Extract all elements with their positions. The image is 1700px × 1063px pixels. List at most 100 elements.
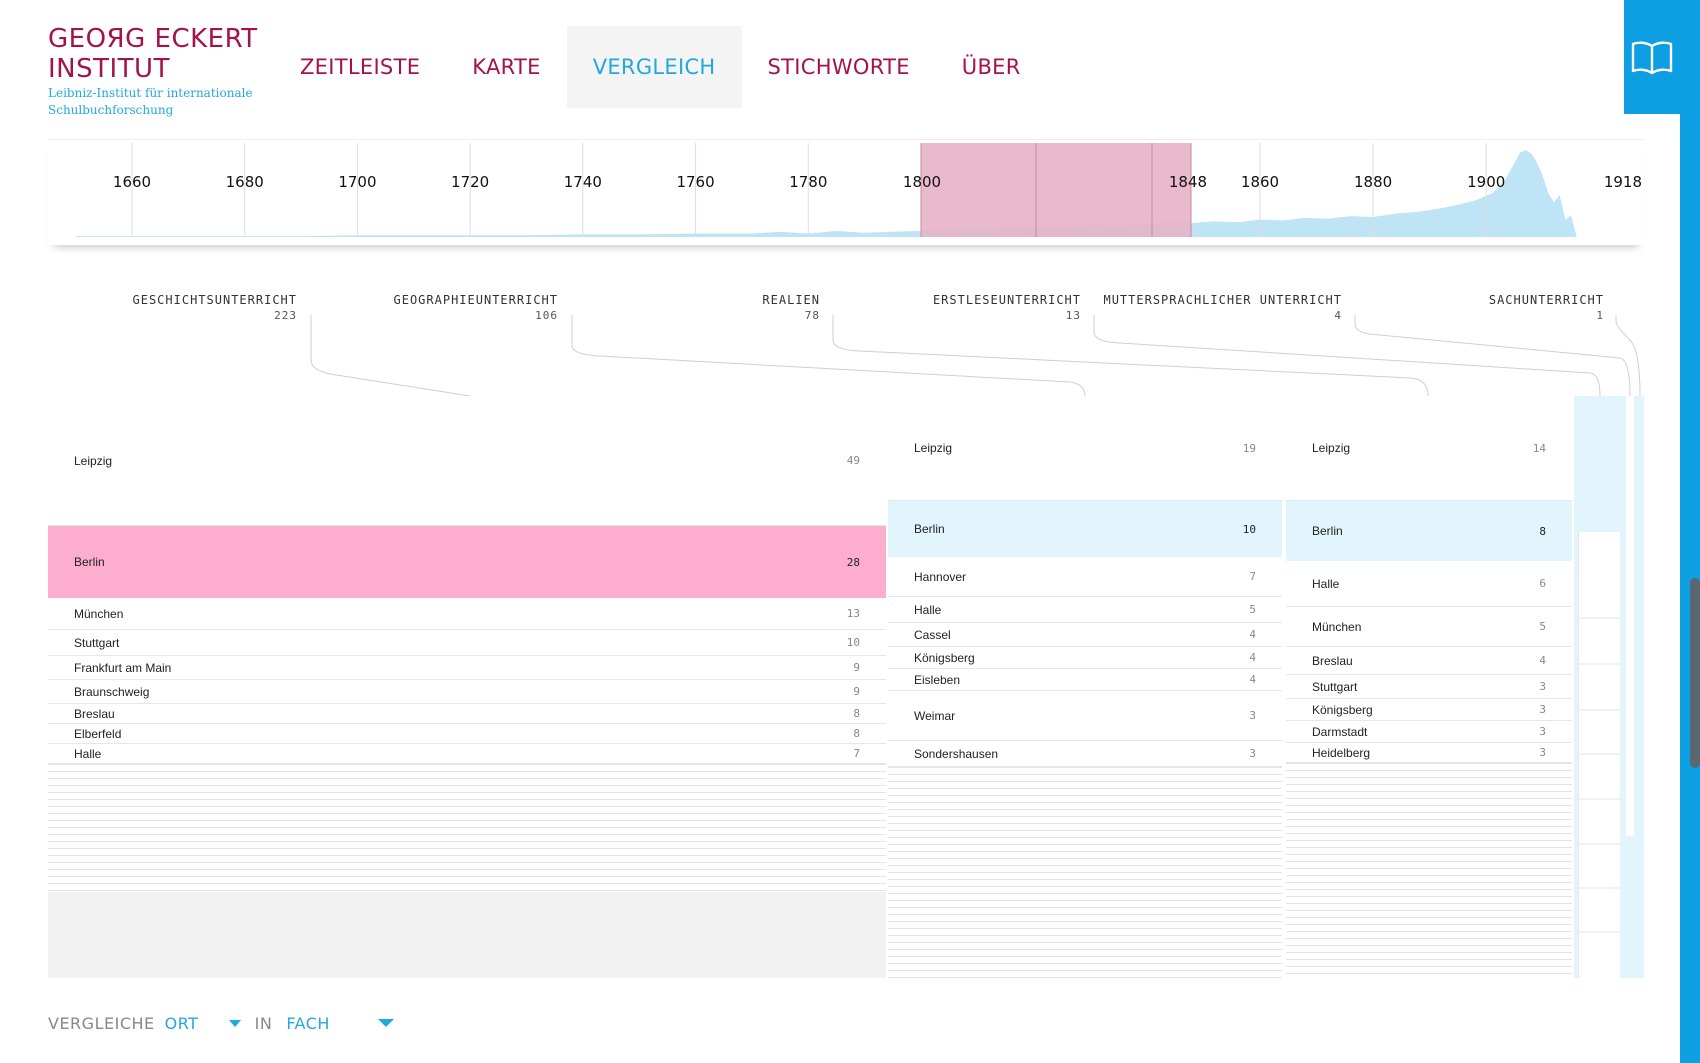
in-select-value: FACH	[286, 1014, 330, 1033]
subject-count: 223	[274, 309, 297, 322]
city-name: Hannover	[914, 569, 967, 584]
scrollbar-thumb[interactable]	[1690, 578, 1700, 768]
timeline-brush[interactable]: 1660 1680 1700 1720 1740 1760 1780 1800 1848 1860…	[48, 139, 1644, 245]
city-row-halle[interactable]: Halle 7	[48, 744, 886, 764]
timeline-tick-label: 1918	[1604, 173, 1642, 191]
city-row-braunschweig[interactable]: Braunschweig 9	[48, 680, 886, 704]
city-count: 8	[1539, 524, 1546, 538]
subject-geographieunterricht[interactable]: GEOGRAPHIEUNTERRICHT 106	[394, 292, 559, 324]
column-geographieunterricht: Leipzig 19 Berlin 10 Hannover 7 Halle 5 Cassel 4 K…	[888, 396, 1282, 978]
institute-logo[interactable]: GEOЯG ECKERT INSTITUT Leibniz-Institut f…	[48, 24, 258, 118]
city-row-sondershausen[interactable]: Sondershausen 3	[888, 741, 1282, 767]
city-row-berlin[interactable]: Berlin 28	[48, 526, 886, 598]
city-count: 7	[853, 747, 860, 760]
city-name: Braunschweig	[74, 684, 150, 699]
city-row-cassel[interactable]: Cassel 4	[888, 623, 1282, 647]
city-name: Elberfeld	[74, 726, 122, 741]
city-name: Königsberg	[914, 650, 975, 665]
city-row-königsberg[interactable]: Königsberg 3	[1286, 699, 1572, 721]
connector-line	[1354, 315, 1631, 397]
city-name: Heidelberg	[1312, 745, 1371, 760]
city-count: 49	[846, 454, 860, 467]
city-row-halle[interactable]: Halle 5	[888, 597, 1282, 623]
nav-zeitleiste[interactable]: ZEITLEISTE	[300, 55, 421, 79]
timeline-tick-label: 1780	[789, 173, 827, 191]
city-row-münchen[interactable]: München 5	[1286, 607, 1572, 647]
subject-sachunterricht[interactable]: SACHUNTERRICHT 1	[1489, 292, 1604, 324]
city-name: Eisleben	[914, 672, 961, 687]
city-row-berlin[interactable]: Berlin 10	[888, 501, 1282, 557]
timeline-tick-label: 1680	[226, 173, 264, 191]
city-row-frankfurt-am-main[interactable]: Frankfurt am Main 9	[48, 656, 886, 680]
city-name: Halle	[914, 602, 942, 617]
city-count: 19	[1242, 441, 1256, 455]
city-name: Stuttgart	[74, 635, 120, 650]
city-name: Berlin	[914, 522, 945, 536]
city-row-weimar[interactable]: Weimar 3	[888, 691, 1282, 741]
caret-down-icon	[378, 1019, 395, 1027]
city-name: Cassel	[914, 627, 951, 642]
city-row-elberfeld[interactable]: Elberfeld 8	[48, 724, 886, 744]
timeline-tick-label: 1860	[1241, 173, 1279, 191]
city-row-darmstadt[interactable]: Darmstadt 3	[1286, 721, 1572, 743]
city-name: Leipzig	[1312, 441, 1351, 455]
city-name: Frankfurt am Main	[74, 660, 172, 675]
city-count: 5	[1249, 603, 1256, 616]
compare-select[interactable]: ORT	[165, 1014, 243, 1033]
timeline-tick-label: 1900	[1467, 173, 1505, 191]
city-row-breslau[interactable]: Breslau 8	[48, 704, 886, 724]
city-count: 6	[1539, 577, 1546, 590]
subject-geschichtsunterricht[interactable]: GESCHICHTSUNTERRICHT 223	[133, 292, 298, 324]
city-count: 8	[853, 727, 860, 740]
city-row-halle[interactable]: Halle 6	[1286, 561, 1572, 607]
subject-muttersprachlicher-unterricht[interactable]: MUTTERSPRACHLICHER UNTERRICHT 4	[1103, 292, 1342, 324]
city-name: Berlin	[1312, 524, 1343, 538]
column-muttersprachlicher-unterricht[interactable]	[1626, 396, 1644, 978]
subject-realien[interactable]: REALIEN 78	[762, 292, 820, 324]
city-count: 10	[1242, 522, 1256, 536]
city-name: Stuttgart	[1312, 679, 1358, 694]
minor-rows	[1286, 763, 1572, 974]
city-count: 3	[1249, 747, 1256, 760]
city-row-eisleben[interactable]: Eisleben 4	[888, 669, 1282, 691]
nav-ueber[interactable]: ÜBER	[961, 55, 1021, 79]
city-name: Leipzig	[74, 453, 113, 468]
city-row-stuttgart[interactable]: Stuttgart 10	[48, 630, 886, 656]
city-row-leipzig[interactable]: Leipzig 19	[888, 396, 1282, 501]
city-row-königsberg[interactable]: Königsberg 4	[888, 647, 1282, 669]
nav-vergleich[interactable]: VERGLEICH	[566, 26, 742, 108]
logo-line-2: INSTITUT	[48, 54, 170, 84]
city-count: 4	[1249, 628, 1256, 641]
city-row-berlin[interactable]: Berlin 8	[1286, 501, 1572, 561]
city-count: 3	[1539, 680, 1546, 693]
city-count: 28	[846, 555, 860, 569]
city-row-leipzig[interactable]: Leipzig 49	[48, 396, 886, 526]
city-name: Leipzig	[914, 441, 953, 455]
city-count: 4	[1249, 651, 1256, 664]
timeline-tick-label: 1720	[451, 173, 489, 191]
column-erstleseunterricht[interactable]	[1574, 396, 1626, 978]
subject-erstleseunterricht[interactable]: ERSTLESEUNTERRICHT 13	[933, 292, 1081, 324]
timeline-tick-label: 1740	[564, 173, 602, 191]
connector-line	[571, 315, 1086, 397]
in-select[interactable]: FACH	[286, 1014, 395, 1033]
timeline-selection[interactable]	[921, 143, 1191, 237]
nav-stichworte[interactable]: STICHWORTE	[767, 55, 910, 79]
city-name: Darmstadt	[1312, 724, 1368, 739]
city-count: 3	[1539, 746, 1546, 759]
city-row-heidelberg[interactable]: Heidelberg 3	[1286, 743, 1572, 763]
minor-rows	[48, 764, 886, 891]
city-name: Weimar	[914, 708, 956, 723]
city-row-münchen[interactable]: München 13	[48, 598, 886, 630]
city-row-breslau[interactable]: Breslau 4	[1286, 647, 1572, 675]
reader-button[interactable]	[1624, 0, 1680, 114]
city-row-leipzig[interactable]: Leipzig 14	[1286, 396, 1572, 501]
city-count: 9	[853, 685, 860, 698]
logo-line-1: GEOЯG ECKERT	[48, 24, 258, 54]
subject-name: REALIEN	[762, 293, 820, 307]
logo-subtitle-2: Schulbuchforschung	[48, 103, 174, 117]
city-row-stuttgart[interactable]: Stuttgart 3	[1286, 675, 1572, 699]
nav-karte[interactable]: KARTE	[472, 55, 541, 79]
timeline-density-area	[75, 150, 1577, 237]
city-row-hannover[interactable]: Hannover 7	[888, 557, 1282, 597]
